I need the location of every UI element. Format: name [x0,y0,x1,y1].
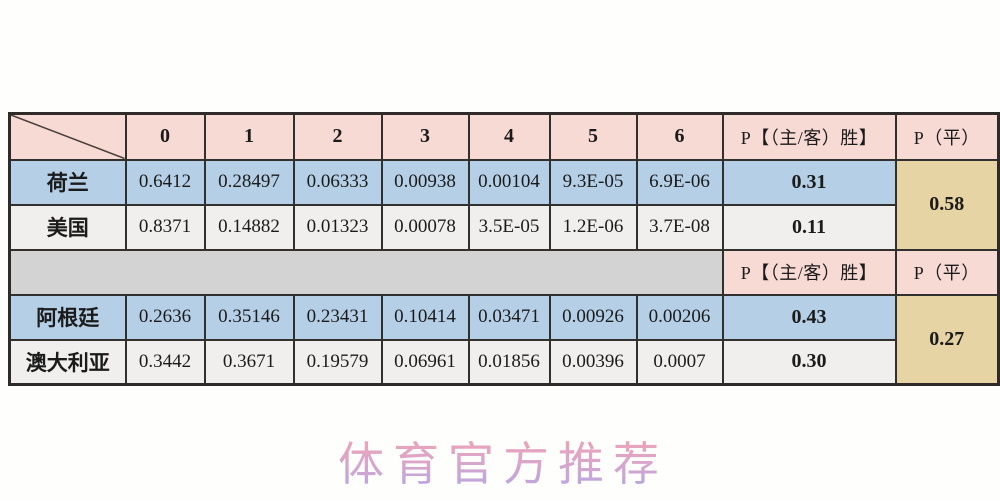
team-name-cell: 美国 [8,203,127,251]
p-draw-cell: 0.27 [894,293,1000,386]
team-name-cell: 澳大利亚 [8,338,127,386]
p-win-cell: 0.31 [721,158,897,206]
table-row-netherlands: 荷兰 0.6412 0.28497 0.06333 0.00938 0.0010… [8,158,1000,251]
table-row-argentina: 阿根廷 0.2636 0.35146 0.23431 0.10414 0.034… [8,293,1000,386]
p-win-header: P【（主/客）胜】 [721,112,897,161]
watermark-text: 体育官方推荐 [338,428,668,494]
prob-cell: 0.3442 [124,338,206,386]
prob-cell: 0.06333 [292,158,383,206]
prob-cell: 0.35146 [203,293,295,341]
prob-cell: 0.2636 [124,293,206,341]
prob-cell: 0.01323 [292,203,383,251]
p-draw-header: P（平） [894,248,1000,296]
prob-cell: 0.00938 [380,158,470,206]
prob-cell: 0.3671 [203,338,295,386]
prob-cell: 3.7E-08 [635,203,724,251]
goal-header-2: 2 [292,112,383,161]
header-row: 0 1 2 3 4 5 6 P【（主/客）胜】 P（平） [8,112,1000,161]
prob-cell: 1.2E-06 [548,203,638,251]
team-name-cell: 阿根廷 [8,293,127,341]
prob-cell: 0.03471 [467,293,551,341]
p-win-header: P【（主/客）胜】 [721,248,897,296]
prob-cell: 0.8371 [124,203,206,251]
prob-cell: 0.06961 [380,338,470,386]
table-row-usa: 美国 0.8371 0.14882 0.01323 0.00078 3.5E-0… [8,203,999,251]
p-draw-header: P（平） [894,112,1000,161]
prob-cell: 9.3E-05 [548,158,638,206]
corner-cell [8,112,127,161]
prob-cell: 0.01856 [467,338,551,386]
goal-header-1: 1 [203,112,295,161]
p-win-cell: 0.30 [721,338,897,386]
goal-header-0: 0 [124,112,206,161]
diagonal-line-icon [11,115,124,158]
prob-cell: 0.19579 [292,338,383,386]
goal-header-5: 5 [548,112,638,161]
goal-probability-table: 0 1 2 3 4 5 6 P【（主/客）胜】 P（平） 荷兰 0.6412 0… [8,112,1000,386]
separator-cell [8,248,724,296]
prob-cell: 0.00206 [635,293,724,341]
prob-cell: 0.0007 [635,338,724,386]
prob-cell: 0.00396 [548,338,638,386]
prob-cell: 0.00926 [548,293,638,341]
goal-header-3: 3 [380,112,470,161]
prob-cell: 0.6412 [124,158,206,206]
p-win-cell: 0.11 [721,203,897,251]
prob-cell: 0.00078 [380,203,470,251]
separator-row: P【（主/客）胜】 P（平） [8,248,1000,296]
table-row-australia: 澳大利亚 0.3442 0.3671 0.19579 0.06961 0.018… [8,338,999,386]
prob-cell: 0.10414 [380,293,470,341]
team-name-cell: 荷兰 [8,158,127,206]
prob-cell: 0.23431 [292,293,383,341]
goal-header-6: 6 [635,112,724,161]
prob-cell: 3.5E-05 [467,203,551,251]
prob-cell: 0.00104 [467,158,551,206]
p-draw-cell: 0.58 [894,158,1000,251]
prob-cell: 0.14882 [203,203,295,251]
prob-cell: 0.28497 [203,158,295,206]
p-win-cell: 0.43 [721,293,897,341]
prob-cell: 6.9E-06 [635,158,724,206]
goal-header-4: 4 [467,112,551,161]
